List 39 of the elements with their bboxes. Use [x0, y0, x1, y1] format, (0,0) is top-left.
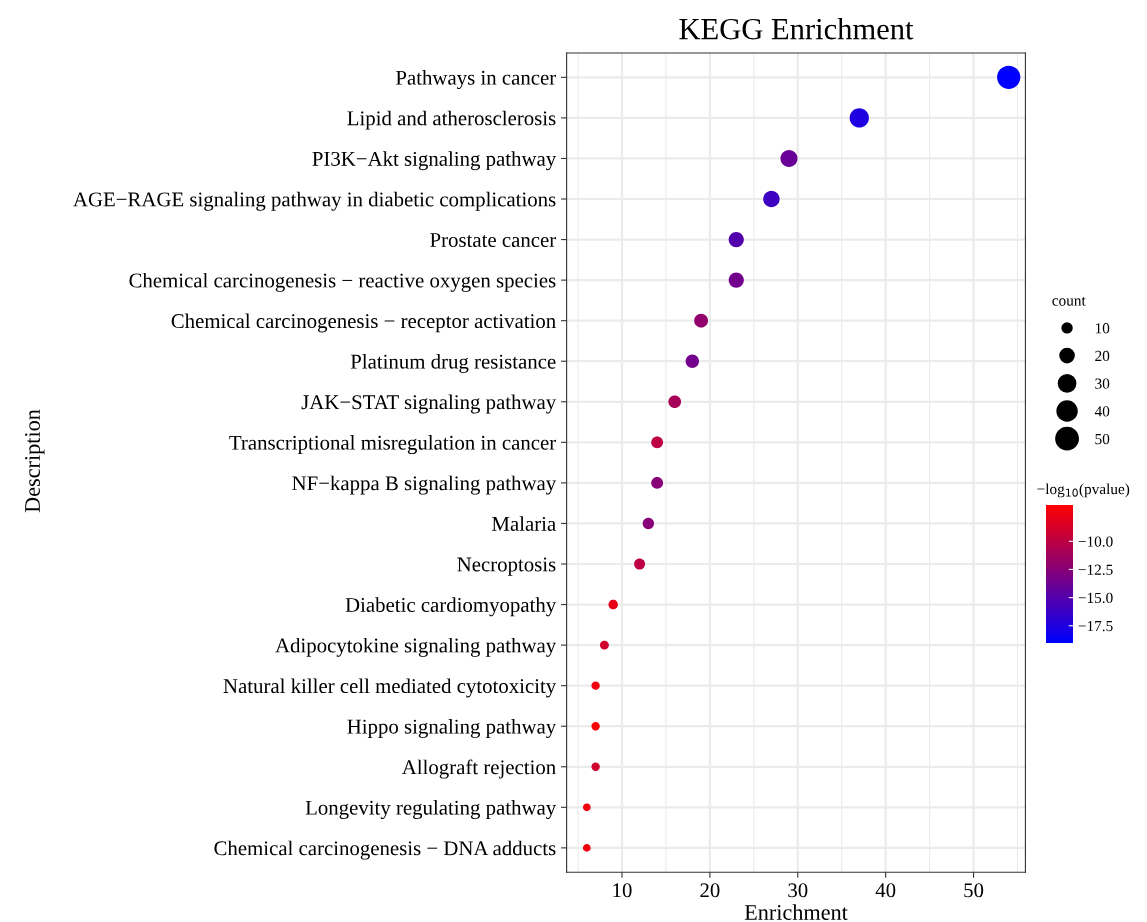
chart-title: KEGG Enrichment	[679, 17, 914, 40]
legend-label: 30	[1095, 378, 1110, 389]
x-axis-title: Enrichment	[744, 904, 848, 920]
y-tick-label: Platinum drug resistance	[350, 354, 556, 373]
legend-label: 40	[1094, 406, 1110, 417]
y-tick-label: Adipocytokine signaling pathway	[275, 637, 557, 657]
color-bar-label: −10.0	[1078, 536, 1113, 547]
y-tick-label: Necroptosis	[457, 557, 556, 576]
y-tick-label: NF−kappa B signaling pathway	[292, 475, 557, 495]
y-tick-label: Pathways in cancer	[395, 70, 557, 90]
y-tick-label: Chemical carcinogenesis − reactive oxygen species	[129, 272, 556, 292]
y-tick-label: JAK−STAT signaling pathway	[301, 394, 557, 414]
x-tick-label: 40	[875, 883, 896, 898]
y-tick-label: Lipid and atherosclerosis	[347, 110, 556, 130]
color-bar-label: −12.5	[1078, 564, 1113, 575]
legend-label: 20	[1095, 350, 1110, 362]
color-bar-label: −15.0	[1078, 592, 1113, 604]
x-tick-label: 10	[613, 883, 632, 898]
legend-title: count	[1052, 296, 1086, 306]
y-axis-title: Description	[25, 409, 45, 513]
y-tick-label: Transcriptional misregulation in cancer	[229, 435, 557, 455]
y-tick-label: Longevity regulating pathway	[305, 800, 557, 820]
y-tick-label: Allograft rejection	[401, 759, 556, 779]
y-tick-label: AGE−RAGE signaling pathway in diabetic complications	[73, 191, 556, 211]
x-tick-label: 50	[964, 883, 984, 898]
color-bar-title: −log$_{10}$(pvalue)	[1037, 483, 1130, 498]
legend-label: 10	[1095, 323, 1110, 334]
y-tick-label: Hippo signaling pathway	[347, 718, 557, 738]
legend-label: 50	[1095, 433, 1110, 445]
y-tick-label: Malaria	[492, 516, 556, 531]
y-tick-label: Diabetic cardiomyopathy	[345, 597, 557, 617]
x-tick-label: 30	[788, 883, 808, 898]
y-tick-label: Chemical carcinogenesis − receptor activation	[171, 313, 556, 333]
color-bar-label: −17.5	[1078, 620, 1113, 632]
y-tick-label: Chemical carcinogenesis − DNA adducts	[214, 840, 556, 860]
x-tick-label: 20	[700, 883, 720, 898]
y-tick-label: Natural killer cell mediated cytotoxicity	[223, 678, 557, 698]
y-tick-label: Prostate cancer	[430, 233, 557, 247]
y-tick-label: PI3K−Akt signaling pathway	[312, 151, 557, 171]
